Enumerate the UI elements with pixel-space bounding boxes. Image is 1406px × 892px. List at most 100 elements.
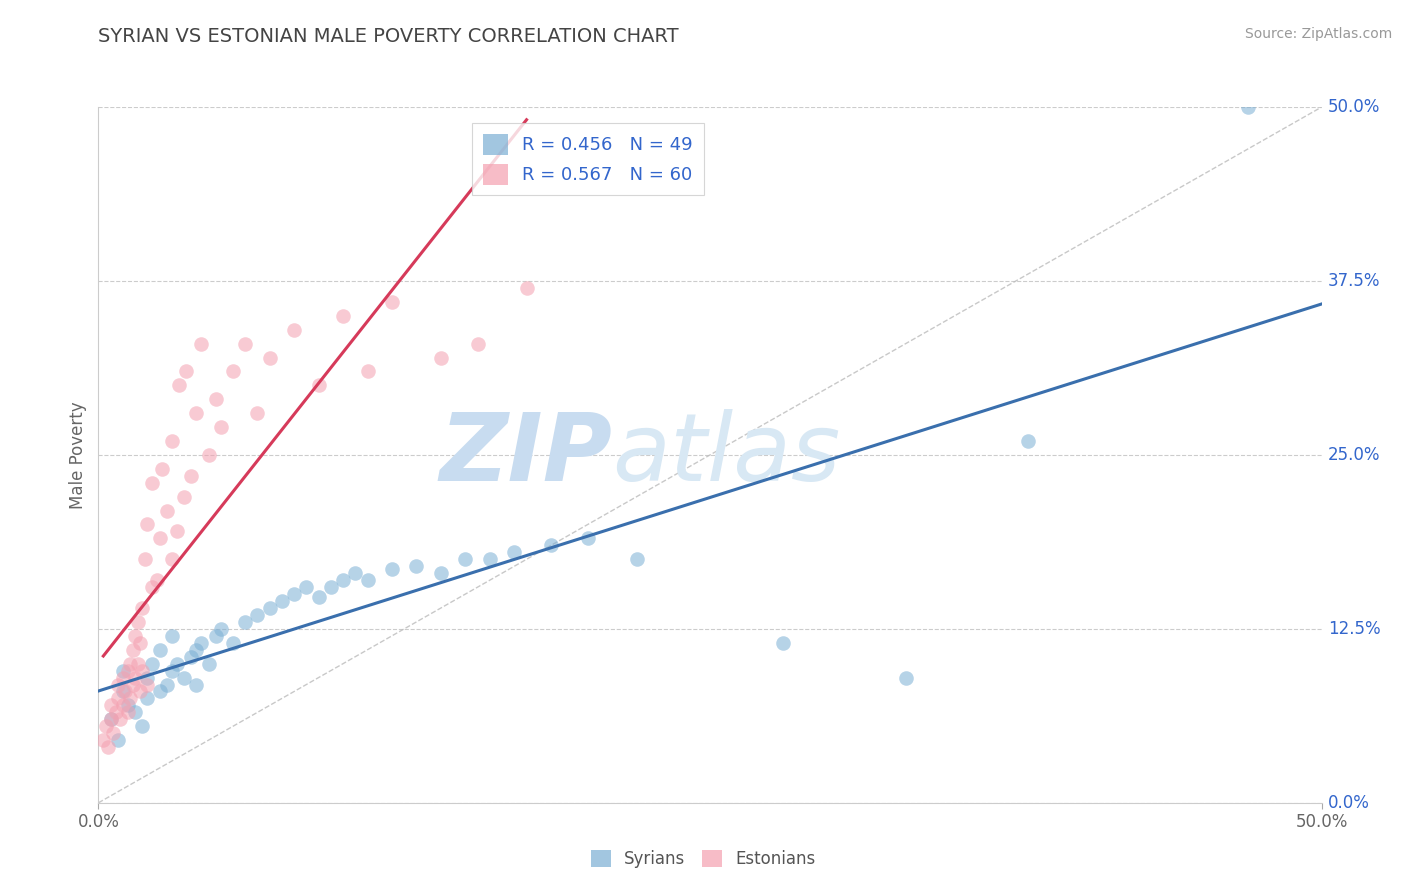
Point <box>149 684 172 698</box>
Point <box>332 573 354 587</box>
Point <box>454 552 477 566</box>
Point <box>332 309 354 323</box>
Point <box>107 677 129 691</box>
Point <box>131 601 153 615</box>
Point <box>186 677 208 691</box>
Point <box>166 657 188 671</box>
Point <box>107 691 129 706</box>
Point <box>107 733 129 747</box>
Point <box>124 671 146 685</box>
Point <box>478 552 501 566</box>
Point <box>356 573 378 587</box>
Y-axis label: Male Poverty: Male Poverty <box>69 401 87 508</box>
Point <box>117 664 139 678</box>
Point <box>104 706 127 720</box>
Text: SYRIAN VS ESTONIAN MALE POVERTY CORRELATION CHART: SYRIAN VS ESTONIAN MALE POVERTY CORRELAT… <box>98 27 679 45</box>
Point <box>94 719 117 733</box>
Point <box>131 664 153 678</box>
Point <box>124 706 146 720</box>
Point <box>173 490 195 504</box>
Point <box>1237 100 1260 114</box>
Point <box>344 566 367 581</box>
Point <box>156 677 179 691</box>
Point <box>308 378 330 392</box>
Point <box>626 552 648 566</box>
Text: ZIP: ZIP <box>439 409 612 501</box>
Point <box>111 684 134 698</box>
Point <box>120 657 142 671</box>
Point <box>576 532 599 546</box>
Point <box>205 629 228 643</box>
Point <box>111 664 134 678</box>
Point <box>114 684 136 698</box>
Point <box>381 562 404 576</box>
Point <box>149 532 172 546</box>
Point <box>233 615 256 629</box>
Point <box>141 580 163 594</box>
Point <box>136 677 159 691</box>
Point <box>772 636 794 650</box>
Point <box>127 657 149 671</box>
Point <box>259 351 281 365</box>
Text: 37.5%: 37.5% <box>1327 272 1381 290</box>
Point <box>430 566 453 581</box>
Point <box>430 351 453 365</box>
Text: 25.0%: 25.0% <box>1327 446 1381 464</box>
Point <box>180 649 202 664</box>
Point <box>127 615 149 629</box>
Point <box>319 580 342 594</box>
Legend: Syrians, Estonians: Syrians, Estonians <box>583 843 823 875</box>
Point <box>894 671 917 685</box>
Point <box>540 538 562 552</box>
Text: Source: ZipAtlas.com: Source: ZipAtlas.com <box>1244 27 1392 41</box>
Point <box>222 636 245 650</box>
Point <box>259 601 281 615</box>
Point <box>149 642 172 657</box>
Point <box>150 462 173 476</box>
Point <box>121 677 143 691</box>
Point <box>176 364 198 378</box>
Point <box>233 336 256 351</box>
Point <box>197 657 219 671</box>
Point <box>100 698 122 713</box>
Point <box>120 691 142 706</box>
Point <box>467 336 489 351</box>
Point <box>136 671 159 685</box>
Point <box>166 524 188 539</box>
Point <box>134 552 156 566</box>
Point <box>209 622 232 636</box>
Point <box>117 698 139 713</box>
Legend: R = 0.456   N = 49, R = 0.567   N = 60: R = 0.456 N = 49, R = 0.567 N = 60 <box>471 123 704 195</box>
Point <box>190 636 212 650</box>
Point <box>205 392 228 407</box>
Point <box>117 706 139 720</box>
Point <box>515 281 537 295</box>
Point <box>97 740 120 755</box>
Point <box>111 698 134 713</box>
Point <box>209 420 232 434</box>
Point <box>100 712 122 726</box>
Point <box>160 434 183 448</box>
Point <box>1017 434 1039 448</box>
Point <box>308 590 330 604</box>
Text: atlas: atlas <box>612 409 841 500</box>
Point <box>111 671 134 685</box>
Point <box>381 294 404 309</box>
Point <box>356 364 378 378</box>
Point <box>136 517 159 532</box>
Point <box>283 587 305 601</box>
Point <box>186 406 208 420</box>
Point <box>222 364 245 378</box>
Point <box>121 642 143 657</box>
Point <box>160 664 183 678</box>
Point <box>503 545 526 559</box>
Point <box>131 719 153 733</box>
Point <box>129 684 152 698</box>
Point <box>197 448 219 462</box>
Point <box>405 559 427 574</box>
Point <box>146 573 169 587</box>
Point <box>156 503 179 517</box>
Point <box>270 594 294 608</box>
Point <box>173 671 195 685</box>
Point <box>101 726 124 740</box>
